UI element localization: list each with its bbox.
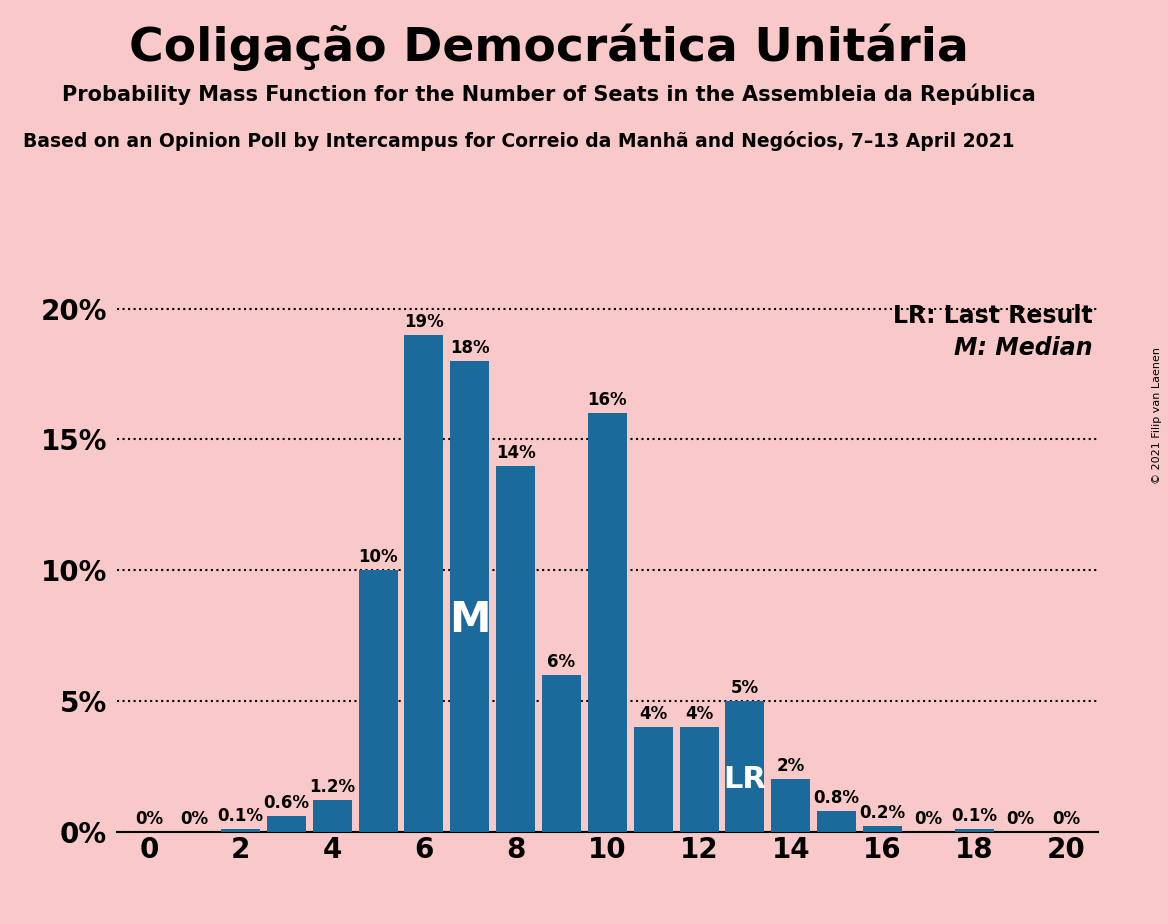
Text: M: Median: M: Median: [954, 336, 1093, 359]
Bar: [451, 361, 489, 832]
Text: Coligação Democrática Unitária: Coligação Democrática Unitária: [128, 23, 969, 70]
Text: Probability Mass Function for the Number of Seats in the Assembleia da República: Probability Mass Function for the Number…: [62, 83, 1036, 104]
Text: LR: Last Result: LR: Last Result: [894, 304, 1093, 328]
Text: 1.2%: 1.2%: [310, 778, 355, 796]
Text: 0.8%: 0.8%: [814, 789, 860, 807]
Text: 6%: 6%: [548, 653, 576, 671]
Text: 0%: 0%: [1051, 809, 1080, 828]
Text: © 2021 Filip van Laenen: © 2021 Filip van Laenen: [1152, 347, 1162, 484]
Text: 0.6%: 0.6%: [264, 794, 310, 812]
Bar: [588, 413, 627, 832]
Text: 0.1%: 0.1%: [217, 807, 264, 825]
Bar: [634, 727, 673, 832]
Text: 18%: 18%: [450, 339, 489, 357]
Bar: [771, 779, 811, 832]
Bar: [359, 570, 397, 832]
Text: 14%: 14%: [495, 444, 536, 462]
Text: 19%: 19%: [404, 313, 444, 331]
Bar: [221, 829, 260, 832]
Bar: [954, 829, 994, 832]
Text: 4%: 4%: [639, 705, 667, 723]
Text: 0.1%: 0.1%: [951, 807, 997, 825]
Text: 0.2%: 0.2%: [860, 805, 905, 822]
Text: 5%: 5%: [731, 679, 759, 697]
Bar: [725, 701, 764, 832]
Bar: [818, 810, 856, 832]
Text: 0%: 0%: [915, 809, 943, 828]
Text: Based on an Opinion Poll by Intercampus for Correio da Manhã and Negócios, 7–13 : Based on an Opinion Poll by Intercampus …: [23, 131, 1015, 152]
Bar: [496, 466, 535, 832]
Text: 0%: 0%: [181, 809, 209, 828]
Text: LR: LR: [723, 765, 766, 794]
Text: 4%: 4%: [684, 705, 714, 723]
Bar: [680, 727, 718, 832]
Text: 2%: 2%: [777, 758, 805, 775]
Text: 0%: 0%: [1006, 809, 1034, 828]
Text: 16%: 16%: [588, 392, 627, 409]
Text: 0%: 0%: [134, 809, 164, 828]
Bar: [542, 675, 580, 832]
Bar: [267, 816, 306, 832]
Bar: [313, 800, 352, 832]
Bar: [404, 334, 444, 832]
Bar: [863, 826, 902, 832]
Text: 10%: 10%: [359, 548, 398, 566]
Text: M: M: [449, 599, 491, 641]
